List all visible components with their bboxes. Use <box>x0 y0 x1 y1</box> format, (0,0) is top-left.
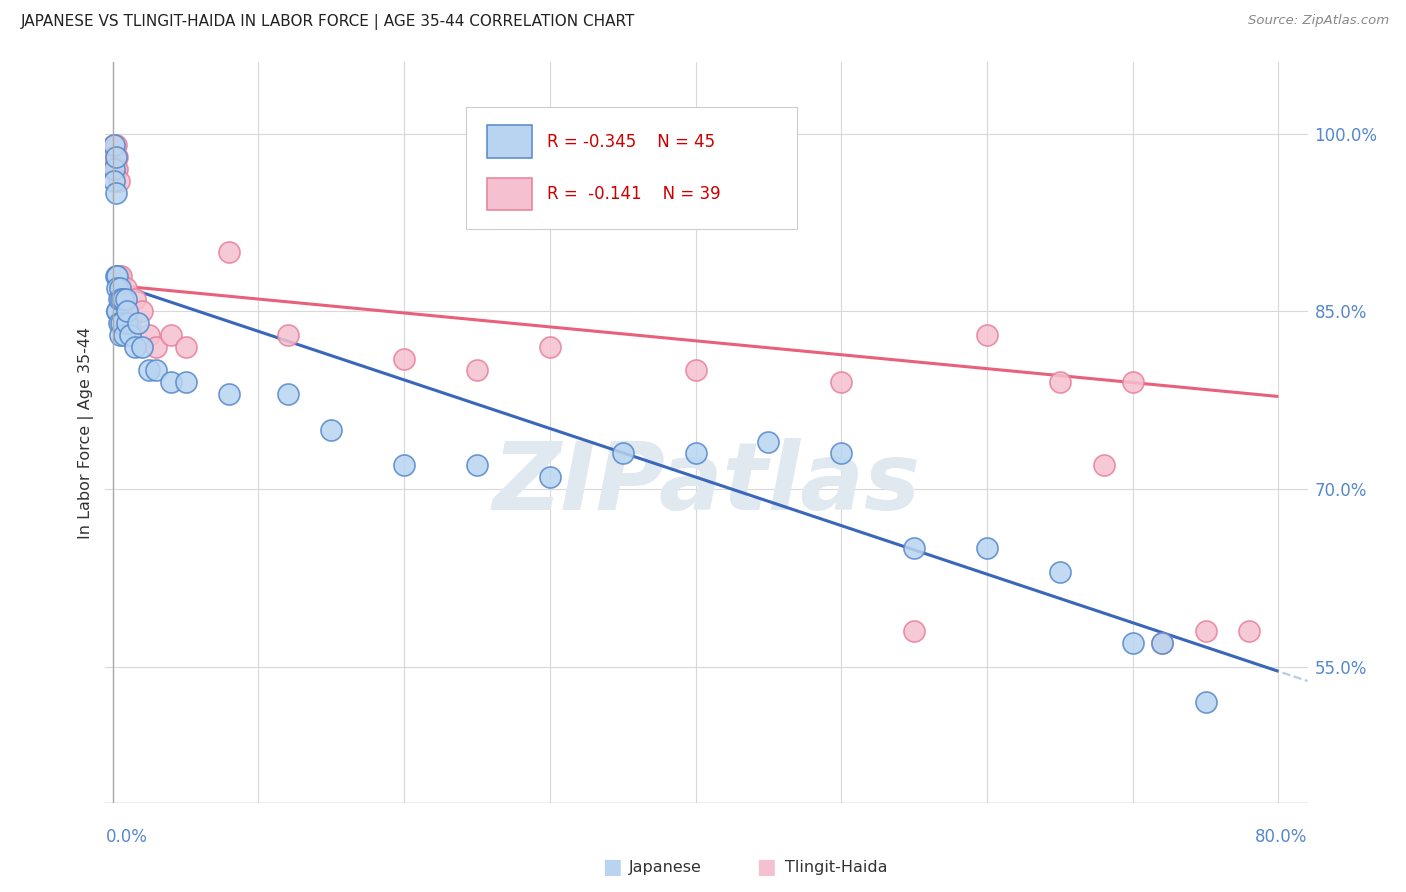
Point <box>104 150 127 164</box>
Point <box>1194 624 1216 638</box>
Point <box>218 244 240 259</box>
Point <box>174 376 197 390</box>
Point <box>1092 458 1115 473</box>
Point <box>1122 636 1144 650</box>
Point <box>111 293 134 307</box>
Point <box>107 316 129 330</box>
Point <box>104 186 127 200</box>
Point <box>108 280 131 294</box>
Point <box>1049 376 1071 390</box>
Point <box>124 340 146 354</box>
Point <box>117 304 139 318</box>
Point <box>117 304 139 318</box>
Text: ■: ■ <box>602 857 621 877</box>
Point <box>103 150 125 164</box>
Point <box>538 340 561 354</box>
Point <box>105 268 128 283</box>
Text: Tlingit-Haida: Tlingit-Haida <box>785 860 887 874</box>
Point <box>105 304 128 318</box>
Point <box>104 268 127 283</box>
Point <box>160 327 183 342</box>
Point <box>1239 624 1261 638</box>
Text: 80.0%: 80.0% <box>1256 828 1308 846</box>
Text: Source: ZipAtlas.com: Source: ZipAtlas.com <box>1249 14 1389 28</box>
Point <box>131 340 153 354</box>
Point <box>103 150 125 164</box>
Point <box>127 316 149 330</box>
Point <box>218 387 240 401</box>
Point <box>277 327 299 342</box>
Point <box>131 304 153 318</box>
Point <box>277 387 299 401</box>
Text: R =  -0.141    N = 39: R = -0.141 N = 39 <box>547 186 720 203</box>
Point <box>111 293 134 307</box>
Point <box>124 293 146 307</box>
Point <box>685 363 707 377</box>
Point <box>321 423 343 437</box>
Point <box>105 162 128 177</box>
Point <box>115 293 138 307</box>
FancyBboxPatch shape <box>486 126 533 158</box>
Point <box>685 446 707 460</box>
Text: 0.0%: 0.0% <box>105 828 148 846</box>
Point <box>110 293 132 307</box>
Point <box>103 138 125 153</box>
Point <box>103 174 125 188</box>
Point <box>103 162 125 177</box>
Point <box>145 340 167 354</box>
Point <box>758 434 780 449</box>
Point <box>112 293 135 307</box>
Point <box>104 162 127 177</box>
Point <box>465 458 488 473</box>
Point <box>612 446 634 460</box>
Text: R = -0.345    N = 45: R = -0.345 N = 45 <box>547 133 714 151</box>
FancyBboxPatch shape <box>486 178 533 211</box>
Point <box>110 268 132 283</box>
Point <box>103 138 125 153</box>
Point <box>392 458 415 473</box>
Point <box>1122 376 1144 390</box>
Point <box>110 293 132 307</box>
Point <box>120 316 142 330</box>
Point <box>538 470 561 484</box>
Text: JAPANESE VS TLINGIT-HAIDA IN LABOR FORCE | AGE 35-44 CORRELATION CHART: JAPANESE VS TLINGIT-HAIDA IN LABOR FORCE… <box>21 14 636 30</box>
Text: ZIPatlas: ZIPatlas <box>492 439 921 531</box>
Point <box>104 138 127 153</box>
Point <box>903 541 925 555</box>
Point <box>108 293 131 307</box>
Point <box>145 363 167 377</box>
Point <box>903 624 925 638</box>
Point <box>110 316 132 330</box>
Point <box>976 327 998 342</box>
Point <box>105 304 128 318</box>
Point <box>108 280 131 294</box>
Point <box>138 327 160 342</box>
Point <box>1049 565 1071 579</box>
Point <box>112 327 135 342</box>
Point <box>465 363 488 377</box>
Text: ■: ■ <box>756 857 776 877</box>
Point <box>392 351 415 366</box>
Point <box>976 541 998 555</box>
Point <box>830 446 852 460</box>
Point <box>105 280 128 294</box>
Point <box>1150 636 1173 650</box>
Point <box>1194 695 1216 709</box>
Text: Japanese: Japanese <box>628 860 702 874</box>
Point <box>115 280 138 294</box>
Point <box>830 376 852 390</box>
Point <box>1150 636 1173 650</box>
Point <box>107 268 129 283</box>
Y-axis label: In Labor Force | Age 35-44: In Labor Force | Age 35-44 <box>79 326 94 539</box>
FancyBboxPatch shape <box>465 107 797 229</box>
Point <box>107 174 129 188</box>
Point <box>120 327 142 342</box>
Point <box>105 150 128 164</box>
Point <box>107 293 129 307</box>
Point <box>117 316 139 330</box>
Point <box>160 376 183 390</box>
Point <box>138 363 160 377</box>
Point <box>108 327 131 342</box>
Point <box>174 340 197 354</box>
